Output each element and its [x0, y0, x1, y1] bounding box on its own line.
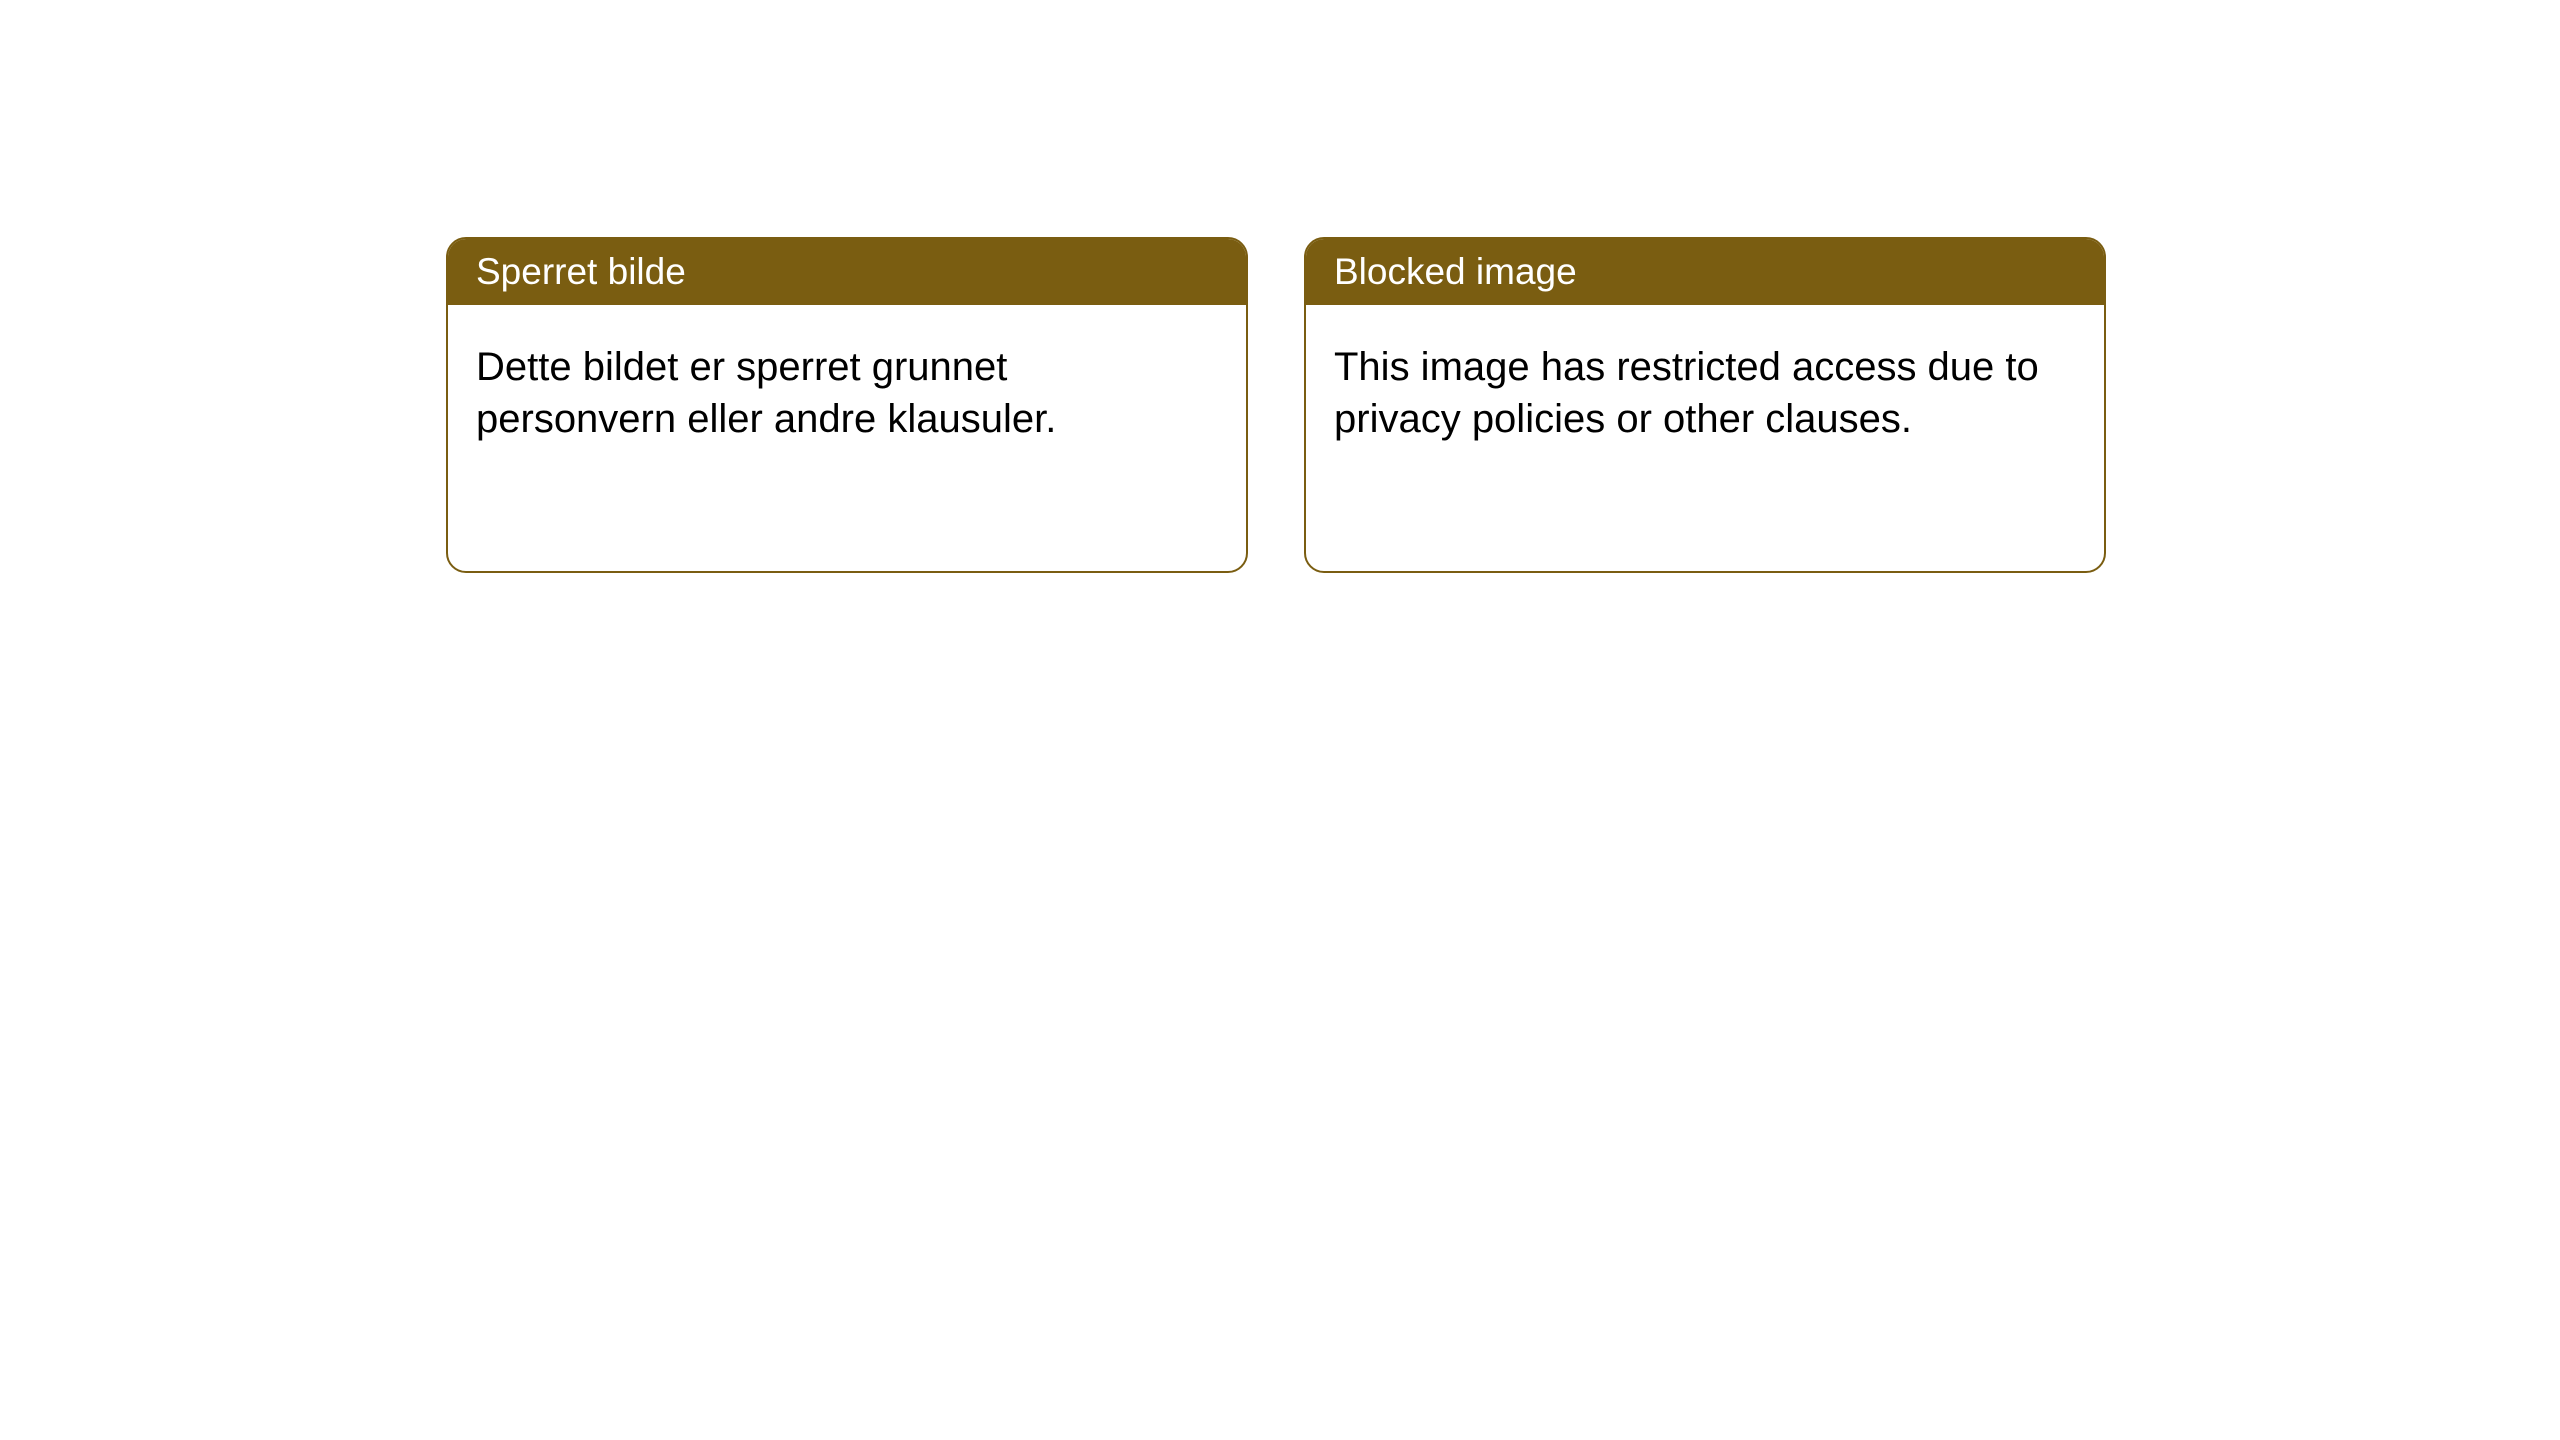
card-title: Blocked image — [1334, 251, 1577, 292]
card-body: Dette bildet er sperret grunnet personve… — [448, 305, 1246, 481]
card-header: Sperret bilde — [448, 239, 1246, 305]
card-body: This image has restricted access due to … — [1306, 305, 2104, 481]
card-body-text: This image has restricted access due to … — [1334, 345, 2039, 441]
card-body-text: Dette bildet er sperret grunnet personve… — [476, 345, 1056, 441]
card-header: Blocked image — [1306, 239, 2104, 305]
blocked-image-card-norwegian: Sperret bilde Dette bildet er sperret gr… — [446, 237, 1248, 573]
card-title: Sperret bilde — [476, 251, 686, 292]
notice-cards-container: Sperret bilde Dette bildet er sperret gr… — [0, 0, 2560, 573]
blocked-image-card-english: Blocked image This image has restricted … — [1304, 237, 2106, 573]
